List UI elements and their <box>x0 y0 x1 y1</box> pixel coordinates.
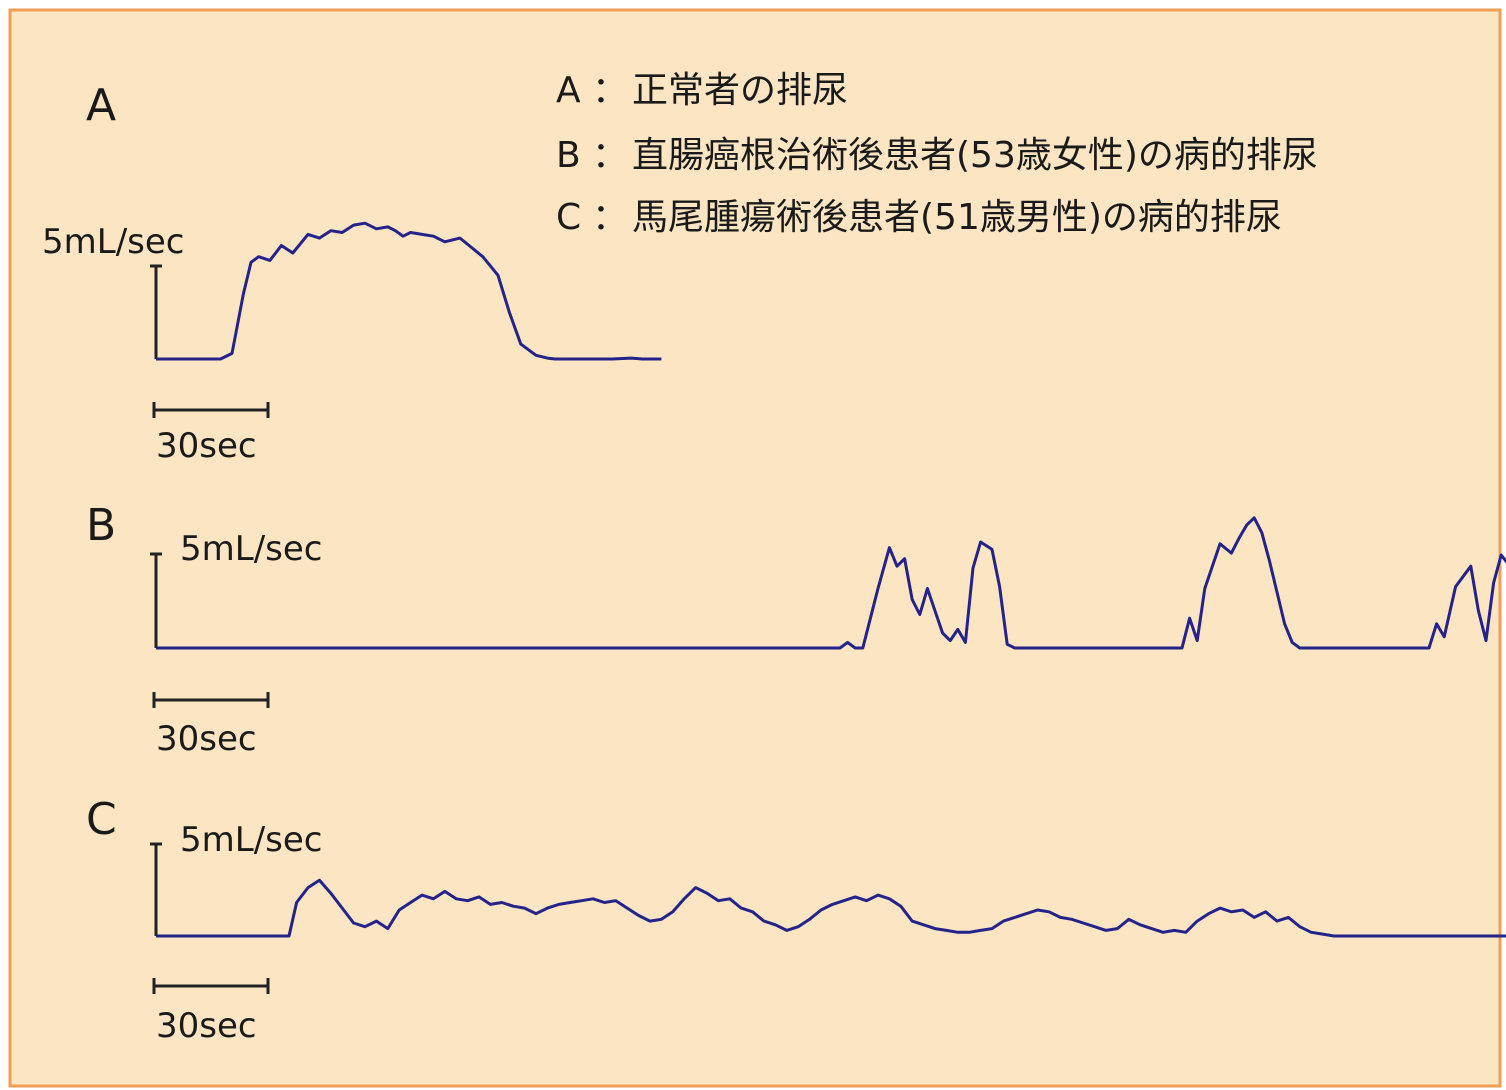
panel-b-time-scale-label: 30sec <box>156 719 257 759</box>
panel-b-time-scale-bar <box>152 692 270 708</box>
legend-text-b: 直腸癌根治術後患者(53歳女性)の病的排尿 <box>632 135 1318 176</box>
panel-c-time-scale-label: 30sec <box>156 1006 257 1046</box>
panel-b-flow-scale-bar <box>150 552 162 648</box>
panel-a-time-scale-bar <box>152 402 270 418</box>
panel-c-flow-scale-label: 5mL/sec <box>180 820 322 860</box>
panel-c-time-scale-bar <box>152 978 270 994</box>
panel-c-letter: C <box>86 794 117 845</box>
panel-b: B 5mL/sec 30sec <box>86 500 1506 759</box>
panel-c-flow-scale-bar <box>150 842 162 936</box>
panel-a-flow-scale-label: 5mL/sec <box>42 222 184 262</box>
legend-sep-c: ： <box>592 197 628 238</box>
panel-c-flow-trace <box>156 878 1506 938</box>
legend-sep-b: ： <box>592 135 628 176</box>
panel-c: C 5mL/sec 30sec <box>86 794 1506 1046</box>
panel-b-flow-trace <box>156 516 1506 650</box>
panel-a: A 5mL/sec 30sec <box>42 80 662 466</box>
panel-a-time-scale-label: 30sec <box>156 426 257 466</box>
panel-b-flow-scale-label: 5mL/sec <box>180 529 322 569</box>
figure-background <box>8 8 1502 1088</box>
legend: A ： 正常者の排尿 B ： 直腸癌根治術後患者(53歳女性)の病的排尿 C ：… <box>556 70 1318 238</box>
legend-key-c: C <box>556 197 581 238</box>
panel-b-letter: B <box>86 500 116 551</box>
legend-sep-a: ： <box>592 70 628 111</box>
panel-a-letter: A <box>86 80 116 131</box>
legend-text-c: 馬尾腫瘍術後患者(51歳男性)の病的排尿 <box>632 197 1282 238</box>
legend-key-a: A <box>556 70 581 111</box>
panel-a-flow-trace <box>156 221 662 361</box>
panel-a-flow-scale-bar <box>150 264 162 359</box>
legend-key-b: B <box>556 135 581 176</box>
legend-text-a: 正常者の排尿 <box>632 70 848 111</box>
